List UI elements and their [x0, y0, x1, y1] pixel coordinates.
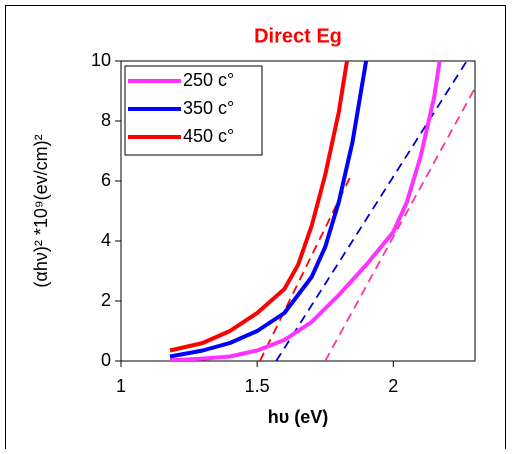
chart-title: Direct Eg	[254, 25, 342, 47]
y-tick-label: 0	[101, 350, 111, 370]
legend-label: 450 c°	[183, 126, 234, 146]
series-line	[169, 60, 349, 353]
series-line	[169, 60, 369, 359]
y-axis-label: (αhν)² *10⁹(ev/cm)²	[31, 134, 51, 287]
series-line	[169, 60, 442, 361]
x-axis-label: hυ (eV)	[268, 407, 328, 427]
y-tick-label: 10	[91, 50, 111, 70]
plot-area	[120, 60, 476, 362]
y-tick-label: 4	[101, 230, 111, 250]
x-tick-label: 2	[388, 376, 398, 396]
tangent-line	[259, 177, 351, 361]
tangent-line	[324, 87, 475, 361]
x-tick-label: 1	[116, 376, 126, 396]
legend-label: 250 c°	[183, 70, 234, 90]
y-tick-label: 2	[101, 290, 111, 310]
x-tick-label: 1.5	[245, 376, 270, 396]
legend-label: 350 c°	[183, 98, 234, 118]
y-tick-label: 8	[101, 110, 111, 130]
y-tick-label: 6	[101, 170, 111, 190]
